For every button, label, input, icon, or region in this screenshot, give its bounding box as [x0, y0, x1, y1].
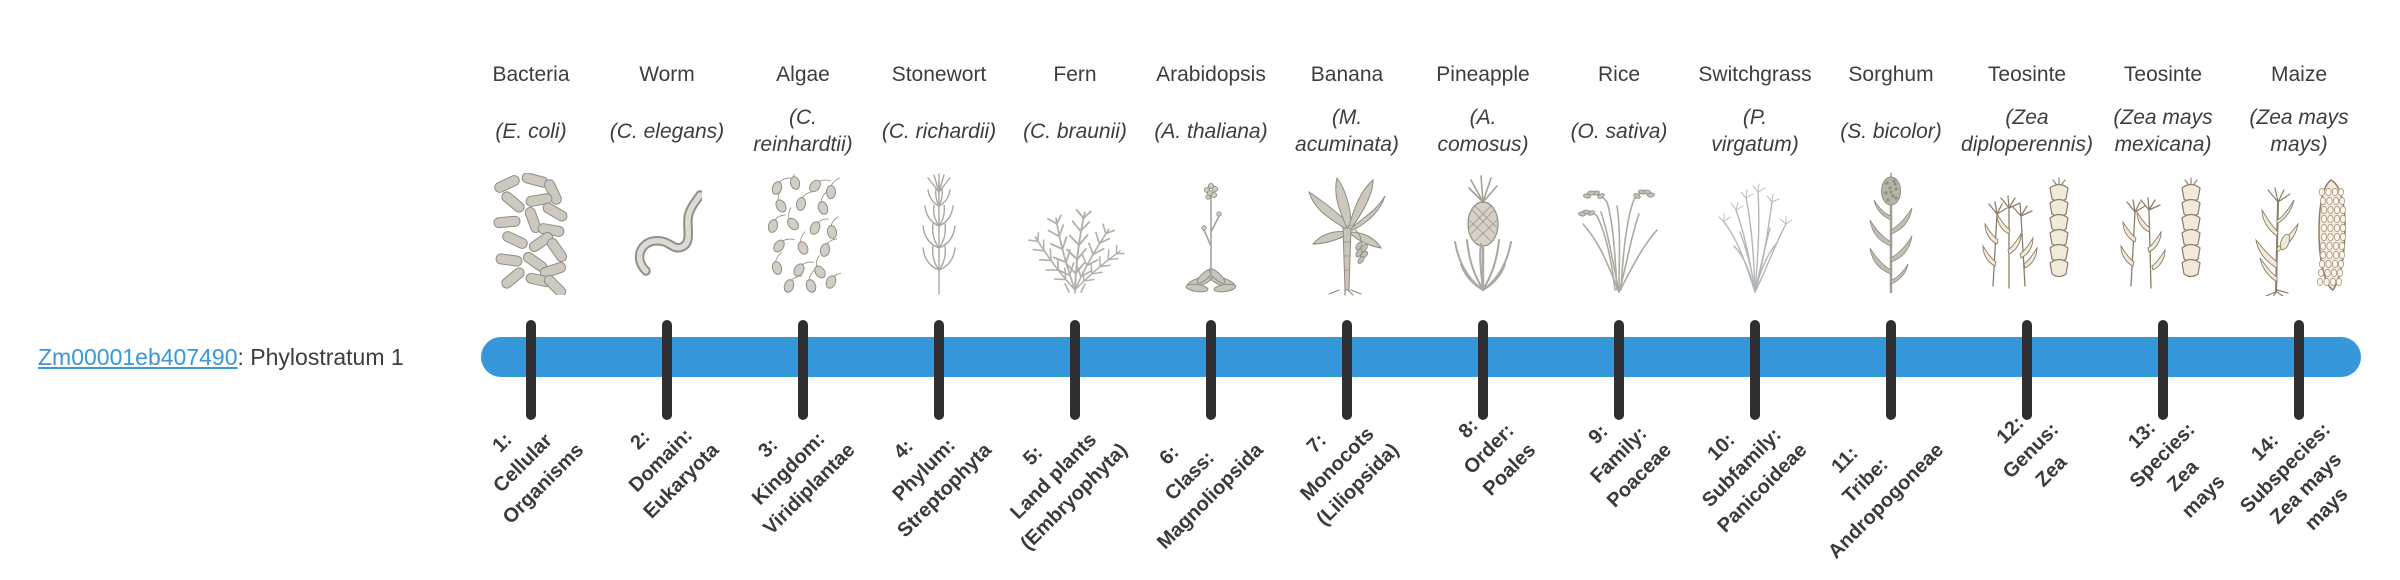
- pineapple-illustration: [1415, 170, 1551, 298]
- organism-name: Worm: [639, 63, 695, 86]
- stratum-label: 8: Order: Poales: [1454, 414, 1540, 501]
- stage-column-pineapple: Pineapple (A. comosus): [1415, 0, 1551, 580]
- stage-column-bacteria: Bacteria (E. coli): [463, 0, 599, 580]
- stratum-label: 2: Domain: Eukaryota: [625, 424, 724, 524]
- timeline-tick: [934, 320, 944, 420]
- stage-column-switchgrass: Switchgrass (P. virgatum): [1687, 0, 1823, 580]
- species-name: (S. bicolor): [1840, 119, 1942, 143]
- stonewort-illustration: [871, 170, 1007, 298]
- stage-column-maize: Maize (Zea mays mays): [2231, 0, 2367, 580]
- stage-column-worm: Worm (C. elegans) 2: Domain: Eukaryota: [599, 0, 735, 580]
- timeline-tick: [798, 320, 808, 420]
- switchgrass-illustration: [1687, 170, 1823, 298]
- species-name: (C. richardii): [881, 119, 997, 143]
- species-name: (C. braunii): [1023, 119, 1127, 143]
- organism-name: Fern: [1053, 63, 1097, 86]
- timeline-tick: [2022, 320, 2032, 420]
- stage-column-stonewort: Stonewort (C. richardii) 4: Phylum: Stre…: [871, 0, 1007, 580]
- species-name: (Zea mays mexicana): [2113, 106, 2213, 156]
- species-name: (A. comosus): [1437, 106, 1529, 156]
- organism-name: Arabidopsis: [1156, 63, 1266, 86]
- species-name: (Zea mays mays): [2249, 106, 2349, 156]
- rice-illustration: [1551, 170, 1687, 298]
- stratum-label: 10: Subfamily: Panicoideae: [1698, 423, 1812, 538]
- phylostratum-bar: [481, 337, 2361, 377]
- timeline-tick: [526, 320, 536, 420]
- species-name: (M. acuminata): [1295, 106, 1399, 156]
- stage-column-teosinte-mexicana: Teosinte (Zea mays mexicana): [2095, 0, 2231, 580]
- teosinte-mexicana-illustration: [2095, 170, 2231, 298]
- teosinte-diploperennis-illustration: [1959, 170, 2095, 298]
- timeline-tick: [1750, 320, 1760, 420]
- timeline-tick: [1886, 320, 1896, 420]
- stratum-label: 7: Monocots (Liliopsida): [1296, 422, 1404, 531]
- stratum-label: 9: Family: Poaceae: [1584, 420, 1676, 513]
- organism-name: Switchgrass: [1698, 63, 1812, 86]
- organism-name: Stonewort: [891, 63, 987, 86]
- timeline-tick: [1342, 320, 1352, 420]
- worm-illustration: [599, 170, 735, 298]
- stage-columns: Bacteria (E. coli): [463, 0, 2367, 580]
- gene-id-link[interactable]: Zm00001eb407490: [38, 344, 238, 370]
- species-name: (E. coli): [495, 119, 567, 143]
- stratum-label: 4: Phylum: Streptophyta: [888, 434, 996, 542]
- timeline-tick: [662, 320, 672, 420]
- banana-illustration: [1279, 170, 1415, 298]
- timeline-tick: [2158, 320, 2168, 420]
- stage-column-algae: Algae (C. reinhardtii): [735, 0, 871, 580]
- organism-name: Rice: [1597, 63, 1640, 86]
- species-name: (P. virgatum): [1711, 106, 1799, 156]
- organism-name: Maize: [2270, 63, 2328, 86]
- species-name: (O. sativa): [1570, 119, 1668, 143]
- organism-name: Bacteria: [492, 63, 570, 86]
- stage-column-sorghum: Sorghum (S. bicolor): [1823, 0, 1959, 580]
- stage-column-arabidopsis: Arabidopsis (A. thaliana): [1143, 0, 1279, 580]
- stratum-label: 13: Species: Zea mays: [2123, 416, 2230, 523]
- fern-illustration: [1007, 170, 1143, 298]
- stage-column-rice: Rice (O. sativa): [1551, 0, 1687, 580]
- stage-column-teosinte-diploperennis: Teosinte (Zea diploperennis): [1959, 0, 2095, 580]
- bacteria-illustration: [463, 170, 599, 298]
- stratum-label: 3: Kingdom: Viridiplantae: [748, 427, 860, 540]
- organism-name: Algae: [776, 63, 830, 86]
- timeline-tick: [1070, 320, 1080, 420]
- stratum-label: 1: Cellular Organisms: [487, 428, 588, 529]
- organism-name: Teosinte: [1987, 63, 2067, 86]
- organism-name: Banana: [1310, 63, 1384, 86]
- timeline-tick: [2294, 320, 2304, 420]
- sorghum-illustration: [1823, 170, 1959, 298]
- species-name: (A. thaliana): [1154, 119, 1268, 143]
- organism-name: Pineapple: [1436, 63, 1530, 86]
- species-name: (C. reinhardtii): [753, 106, 853, 156]
- stratum-label: 14: Subspecies: Zea mays mays: [2236, 418, 2353, 535]
- stratum-label: 12: Genus: Zea: [1992, 412, 2072, 492]
- algae-illustration: [735, 170, 871, 298]
- timeline-tick: [1478, 320, 1488, 420]
- species-name: (C. elegans): [609, 119, 725, 143]
- stage-column-fern: Fern (C. braunii): [1006, 0, 1143, 580]
- arabidopsis-illustration: [1143, 170, 1279, 298]
- timeline-tick: [1206, 320, 1216, 420]
- organism-name: Sorghum: [1848, 63, 1934, 86]
- timeline-tick: [1614, 320, 1624, 420]
- stage-column-banana: Banana (M. acuminata): [1279, 0, 1415, 580]
- species-name: (Zea diploperennis): [1961, 106, 2093, 156]
- maize-illustration: [2231, 170, 2367, 298]
- organism-name: Teosinte: [2123, 63, 2203, 86]
- phylostratum-text: : Phylostratum 1: [237, 344, 404, 370]
- gene-label: Zm00001eb407490: Phylostratum 1: [38, 341, 404, 373]
